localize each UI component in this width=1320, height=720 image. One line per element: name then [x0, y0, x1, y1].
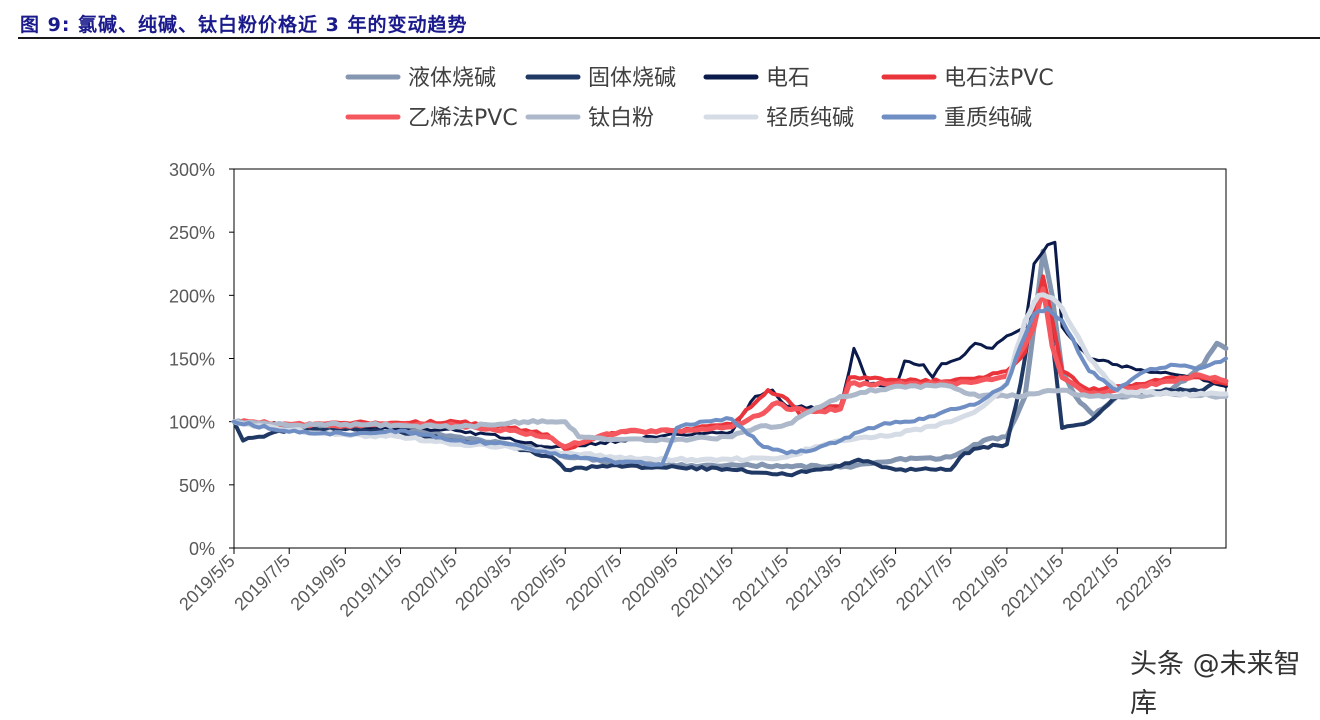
legend-label: 钛白粉: [588, 106, 654, 131]
legend-label: 重质纯碱: [944, 106, 1032, 131]
legend-item: 固体烧碱: [525, 66, 676, 91]
plot-area: 0% 50% 100% 150% 200% 250% 300% 2019/5/52019/7/…: [169, 160, 1229, 621]
line-chart: 液体烧碱 固体烧碱 电石 电石法PVC 乙烯法PVC 钛白粉 轻质纯碱 重质纯碱 0% 50% 1…: [169, 66, 1229, 621]
series-line-6: [231, 382, 1229, 444]
title-divider: [18, 37, 1320, 39]
legend-item: 液体烧碱: [345, 66, 496, 91]
x-tick-label: 2019/7/5: [230, 551, 294, 615]
legend-item: 乙烯法PVC: [345, 106, 518, 131]
plot-frame: [233, 168, 1227, 549]
legend-label: 电石法PVC: [944, 66, 1054, 91]
y-tick-label: 150%: [169, 350, 215, 370]
series-line-2: [232, 293, 1228, 478]
y-tick-label: 250%: [169, 223, 215, 243]
chart-legend: 液体烧碱 固体烧碱 电石 电石法PVC 乙烯法PVC 钛白粉 轻质纯碱 重质纯碱: [345, 66, 1054, 131]
x-tick-label: 2020/5/5: [506, 551, 570, 615]
x-tick-label: 2021/7/5: [892, 551, 956, 615]
watermark: 头条 @未来智库: [1130, 649, 1301, 719]
x-tick-label: 2020/7/5: [562, 551, 626, 615]
x-tick-label: 2019/5/5: [175, 551, 239, 615]
x-tick-label: 2022/3/5: [1112, 551, 1176, 615]
legend-label: 乙烯法PVC: [408, 106, 518, 131]
y-tick-label: 300%: [169, 160, 215, 180]
y-tick-label: 50%: [179, 476, 215, 496]
x-tick-label: 2022/1/5: [1058, 551, 1122, 615]
series-line-7: [231, 292, 1229, 464]
legend-item: 电石: [703, 66, 810, 91]
legend-label: 轻质纯碱: [766, 106, 854, 131]
legend-item: 轻质纯碱: [703, 106, 854, 131]
x-tick-label: 2021/5/5: [837, 551, 901, 615]
y-tick-label: 0%: [189, 539, 215, 559]
x-tick-label: 2020/3/5: [451, 551, 515, 615]
legend-label: 电石: [766, 66, 810, 91]
y-tick-label: 100%: [169, 413, 215, 433]
series-line-8: [232, 306, 1228, 467]
legend-label: 固体烧碱: [588, 66, 676, 91]
figure-title: 图 9: 氯碱、纯碱、钛白粉价格近 3 年的变动趋势: [20, 14, 468, 36]
legend-item: 电石法PVC: [881, 66, 1054, 91]
legend-label: 液体烧碱: [408, 66, 496, 91]
y-tick-label: 200%: [169, 286, 215, 306]
legend-item: 钛白粉: [525, 106, 654, 131]
legend-item: 重质纯碱: [881, 106, 1032, 131]
x-tick-label: 2021/1/5: [728, 551, 792, 615]
x-tick-label: 2021/3/5: [781, 551, 845, 615]
x-tick-label: 2020/1/5: [397, 551, 461, 615]
